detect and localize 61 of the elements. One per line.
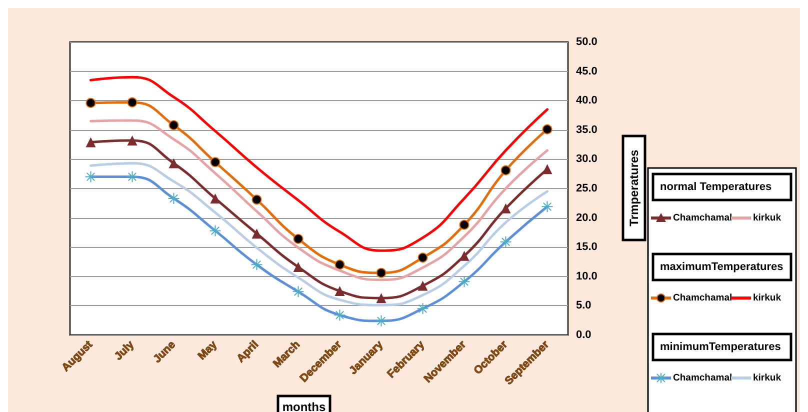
point [542,164,552,174]
y-tick-label: 50.0 [576,36,598,48]
point [418,280,428,291]
point [168,120,179,130]
point [542,124,552,134]
point [127,97,138,108]
point [126,170,138,183]
point [209,224,222,237]
y-tick-label: 30.0 [576,153,598,166]
point [252,228,262,239]
line-series [90,119,548,282]
y-tick-label: 15.0 [576,241,598,254]
point [500,165,511,176]
point [210,157,220,168]
point [500,236,512,248]
y-tick-label: 0.0 [576,329,592,341]
point [459,220,470,230]
y-tick-label: 35.0 [576,124,598,136]
point [86,98,96,108]
point [416,302,429,315]
point [376,293,386,304]
point [458,276,470,288]
point [168,192,180,204]
point [500,203,511,214]
point [334,309,346,322]
point [127,135,138,146]
point [459,250,470,261]
legend-label: kirkuk [753,372,782,384]
text: maximumTemperatures [660,261,784,273]
point [84,170,97,183]
text: minimumTemperatures [660,341,781,353]
point [210,193,220,204]
line-series [90,76,548,252]
y-axis-title: Trmperatures [627,149,641,226]
y-tick-label: 5.0 [576,300,592,312]
point [334,260,345,270]
legend-label: Chamchamal [673,372,732,384]
legend-label: Chamchamal [673,292,732,304]
point [376,268,386,278]
y-tick-label: 45.0 [576,65,598,78]
point [541,200,554,213]
text: normal Temperatures [660,181,772,193]
point [86,137,96,148]
point [375,314,388,327]
y-tick-label: 25.0 [576,182,598,194]
point [293,234,304,244]
legend-label: kirkuk [753,292,782,304]
y-tick-label: 40.0 [576,94,598,107]
point [292,286,304,298]
legend-label: Chamchamal [673,212,732,224]
line-series [90,162,548,306]
point [293,262,304,272]
point [250,258,263,271]
x-axis-title: months [282,400,326,412]
point [418,252,428,263]
y-tick-label: 10.0 [576,270,598,282]
point [252,194,262,205]
point [334,286,345,296]
legend-label: kirkuk [753,212,782,224]
y-tick-label: 20.0 [576,212,598,224]
point [168,158,179,168]
